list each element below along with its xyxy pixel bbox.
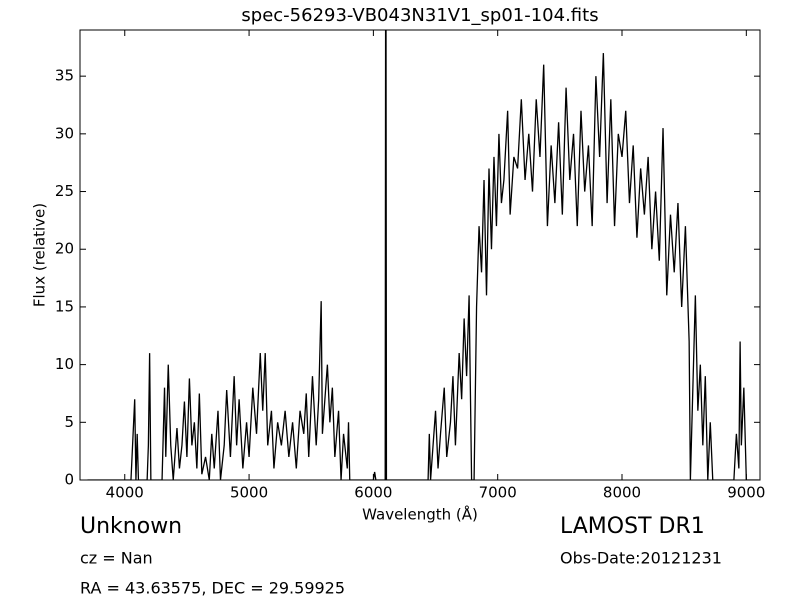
y-tick-label: 0 [64, 471, 74, 489]
y-tick-label: 30 [55, 124, 74, 142]
x-tick-label: 6000 [354, 484, 392, 502]
coords: RA = 43.63575, DEC = 29.59925 [80, 579, 345, 598]
y-tick-label: 5 [64, 413, 74, 431]
plot-frame [79, 29, 761, 481]
y-axis-label: Flux (relative) [31, 203, 49, 307]
chart-title: spec-56293-VB043N31V1_sp01-104.fits [241, 5, 598, 26]
y-tick-label: 35 [55, 67, 74, 85]
y-tick-label: 25 [55, 182, 74, 200]
x-tick-label: 5000 [230, 484, 268, 502]
spectrum-line [87, 30, 759, 480]
obs-date: Obs-Date:20121231 [560, 549, 722, 568]
x-tick-label: 4000 [106, 484, 144, 502]
x-tick-label: 9000 [727, 484, 765, 502]
y-tick-label: 10 [55, 355, 74, 373]
x-tick-label: 8000 [603, 484, 641, 502]
x-tick-label: 7000 [479, 484, 517, 502]
cz: cz = Nan [80, 549, 153, 568]
object-name: Unknown [80, 514, 182, 539]
survey: LAMOST DR1 [560, 514, 705, 539]
y-tick-label: 15 [55, 297, 74, 315]
x-axis-label: Wavelength (Å) [362, 505, 478, 524]
y-tick-label: 20 [55, 240, 74, 258]
